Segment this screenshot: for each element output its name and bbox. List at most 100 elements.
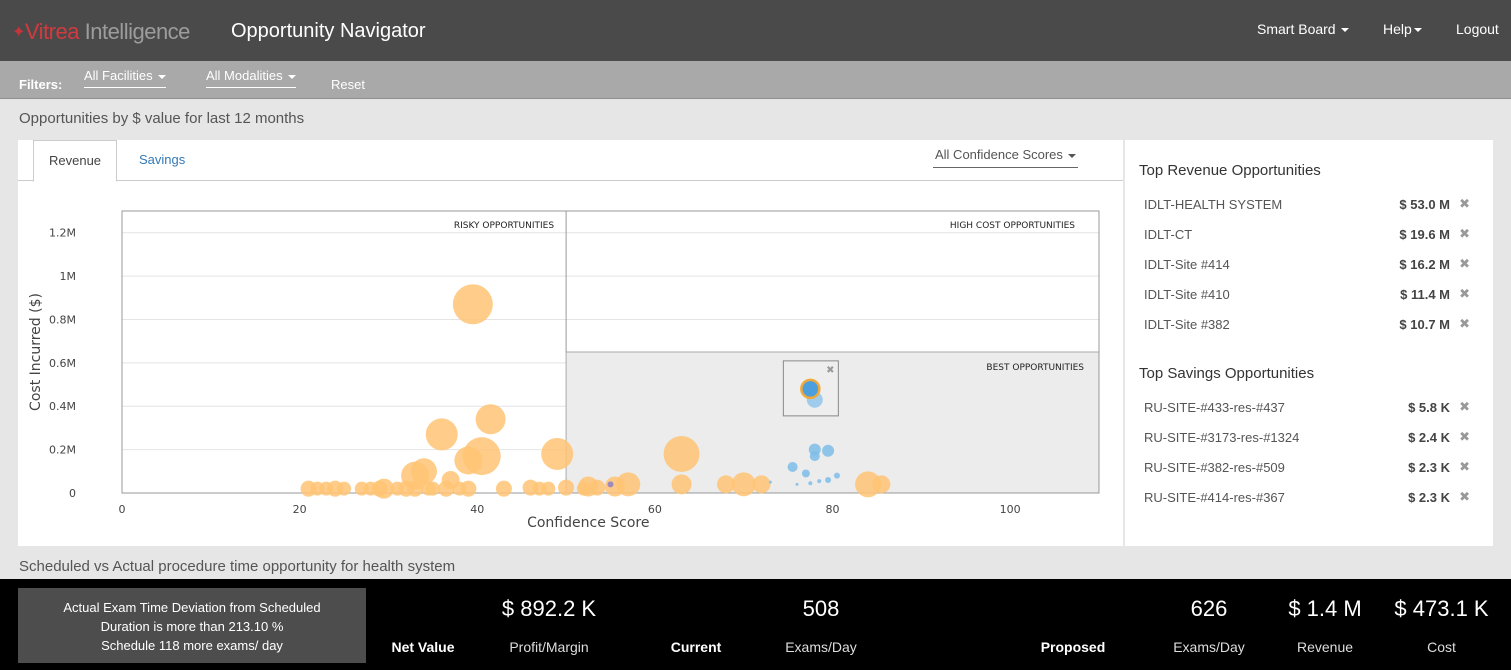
bubble-point[interactable] xyxy=(817,479,822,484)
nav-smart-board-label: Smart Board xyxy=(1257,21,1336,37)
tab-revenue[interactable]: Revenue xyxy=(33,140,118,182)
confidence-score-dropdown[interactable]: All Confidence Scores xyxy=(933,147,1078,168)
highlight-tooltip[interactable]: ✖ xyxy=(782,360,839,417)
bubble-point[interactable] xyxy=(801,469,810,478)
nav-logout[interactable]: Logout xyxy=(1456,21,1499,37)
top-opportunities-panel: Top Revenue Opportunities IDLT-HEALTH SY… xyxy=(1125,140,1493,546)
close-icon[interactable]: ✖ xyxy=(826,365,834,376)
bubble-point[interactable] xyxy=(872,475,891,494)
bubble-point[interactable] xyxy=(752,475,771,494)
savings-opportunity-name: RU-SITE-#433-res-#437 xyxy=(1144,400,1285,415)
bubble-point[interactable] xyxy=(809,451,820,462)
revenue-opportunity-row[interactable]: IDLT-Site #414 $ 16.2 M ✖ xyxy=(1144,256,1476,277)
savings-opportunity-row[interactable]: RU-SITE-#3173-res-#1324 $ 2.4 K ✖ xyxy=(1144,429,1476,450)
bubble-point[interactable] xyxy=(454,446,483,475)
bubble-point[interactable] xyxy=(541,437,574,470)
alert-line-2: Duration is more than 213.10 % xyxy=(100,619,284,634)
bubble-point[interactable] xyxy=(452,284,493,325)
vitrea-logo[interactable]: ✦Vitrea Intelligence xyxy=(12,19,190,45)
savings-opportunity-name: RU-SITE-#414-res-#367 xyxy=(1144,490,1285,505)
remove-icon[interactable]: ✖ xyxy=(1459,226,1470,241)
deviation-alert: Actual Exam Time Deviation from Schedule… xyxy=(18,588,366,663)
revenue-opportunity-row[interactable]: IDLT-HEALTH SYSTEM $ 53.0 M ✖ xyxy=(1144,196,1476,217)
bubble-point[interactable] xyxy=(541,481,556,496)
revenue-opportunity-value: $ 11.4 M xyxy=(1400,287,1450,302)
app-title: Opportunity Navigator xyxy=(231,20,426,42)
revenue-opportunity-row[interactable]: IDLT-Site #382 $ 10.7 M ✖ xyxy=(1144,316,1476,337)
savings-opportunity-row[interactable]: RU-SITE-#433-res-#437 $ 5.8 K ✖ xyxy=(1144,399,1476,420)
revenue-opportunity-name: IDLT-HEALTH SYSTEM xyxy=(1144,197,1283,212)
bubble-point[interactable] xyxy=(337,481,352,496)
bubble-point[interactable] xyxy=(425,418,458,451)
proposed-exams-value: 626 xyxy=(1190,596,1228,621)
remove-icon[interactable]: ✖ xyxy=(1459,256,1470,271)
bubble-point[interactable] xyxy=(768,480,772,484)
bubble-point[interactable] xyxy=(795,482,799,486)
bubble-point[interactable] xyxy=(825,476,832,483)
remove-icon[interactable]: ✖ xyxy=(1459,459,1470,474)
bubble-point[interactable] xyxy=(808,481,813,486)
modality-filter-dropdown[interactable]: All Modalities xyxy=(206,68,296,88)
remove-icon[interactable]: ✖ xyxy=(1459,286,1470,301)
y-tick-label: 0.8M xyxy=(49,313,76,326)
top-revenue-title: Top Revenue Opportunities xyxy=(1139,162,1321,179)
bubble-point[interactable] xyxy=(438,480,455,497)
y-axis-ticks: 0 0.2M 0.4M 0.6M 0.8M 1M 1.2M xyxy=(49,227,76,500)
y-tick-label: 0 xyxy=(69,487,76,500)
revenue-label: Revenue xyxy=(1296,639,1354,655)
remove-icon[interactable]: ✖ xyxy=(1459,399,1470,414)
nav-smart-board[interactable]: Smart Board xyxy=(1257,21,1349,37)
filter-bar: Filters: All Facilities All Modalities R… xyxy=(0,61,1511,99)
facility-filter-dropdown[interactable]: All Facilities xyxy=(84,68,166,88)
bubble-point[interactable] xyxy=(425,481,440,496)
revenue-opportunity-value: $ 53.0 M xyxy=(1399,197,1450,212)
savings-opportunity-row[interactable]: RU-SITE-#382-res-#509 $ 2.3 K ✖ xyxy=(1144,459,1476,480)
revenue-opportunity-row[interactable]: IDLT-CT $ 19.6 M ✖ xyxy=(1144,226,1476,247)
revenue-opportunity-name: IDLT-Site #414 xyxy=(1144,257,1230,272)
savings-opportunity-name: RU-SITE-#382-res-#509 xyxy=(1144,460,1285,475)
savings-opportunity-row[interactable]: RU-SITE-#414-res-#367 $ 2.3 K ✖ xyxy=(1144,489,1476,510)
remove-icon[interactable]: ✖ xyxy=(1459,316,1470,331)
remove-icon[interactable]: ✖ xyxy=(1459,489,1470,504)
savings-opportunity-value: $ 2.3 K xyxy=(1408,490,1450,505)
y-tick-label: 1.2M xyxy=(49,227,76,240)
remove-icon[interactable]: ✖ xyxy=(1459,196,1470,211)
filters-label: Filters: xyxy=(19,77,63,92)
reset-filters-button[interactable]: Reset xyxy=(331,77,365,92)
confidence-score-value: All Confidence Scores xyxy=(935,147,1063,162)
bubble-point[interactable] xyxy=(671,474,692,495)
x-tick-label: 80 xyxy=(826,503,840,516)
y-tick-label: 0.2M xyxy=(49,444,76,457)
bubble-point[interactable] xyxy=(374,478,395,499)
savings-opportunity-value: $ 2.4 K xyxy=(1408,430,1450,445)
bubble-point[interactable] xyxy=(604,476,625,497)
bubble-point[interactable] xyxy=(833,472,840,479)
nav-help[interactable]: Help xyxy=(1383,21,1422,37)
remove-icon[interactable]: ✖ xyxy=(1459,429,1470,444)
bubble-point[interactable] xyxy=(558,479,575,496)
bubble-point[interactable] xyxy=(495,480,512,497)
bubble-point[interactable] xyxy=(607,481,614,488)
bubble-point[interactable] xyxy=(460,480,477,497)
bubble-point[interactable] xyxy=(731,472,756,497)
bubble-point[interactable] xyxy=(716,475,735,494)
x-axis-label: Confidence Score xyxy=(527,515,649,531)
bubble-point[interactable] xyxy=(589,479,606,496)
cost-value: $ 473.1 K xyxy=(1394,596,1489,621)
bubble-point[interactable] xyxy=(407,480,424,497)
bubble-point[interactable] xyxy=(576,481,591,496)
revenue-opportunity-value: $ 10.7 M xyxy=(1399,317,1450,332)
summary-bar: Actual Exam Time Deviation from Schedule… xyxy=(0,579,1511,670)
bubble-point[interactable] xyxy=(475,404,506,435)
x-tick-label: 20 xyxy=(293,503,307,516)
bubble-point[interactable] xyxy=(855,471,882,498)
chevron-down-icon xyxy=(287,74,296,79)
y-tick-label: 1M xyxy=(60,270,77,283)
proposed-label: Proposed xyxy=(1040,639,1106,655)
selected-bubble[interactable] xyxy=(800,378,821,400)
tab-savings[interactable]: Savings xyxy=(139,152,186,167)
bubble-point[interactable] xyxy=(822,444,835,457)
bubble-point[interactable] xyxy=(663,435,700,472)
revenue-opportunity-row[interactable]: IDLT-Site #410 $ 11.4 M ✖ xyxy=(1144,286,1476,307)
bubble-point[interactable] xyxy=(787,461,798,472)
